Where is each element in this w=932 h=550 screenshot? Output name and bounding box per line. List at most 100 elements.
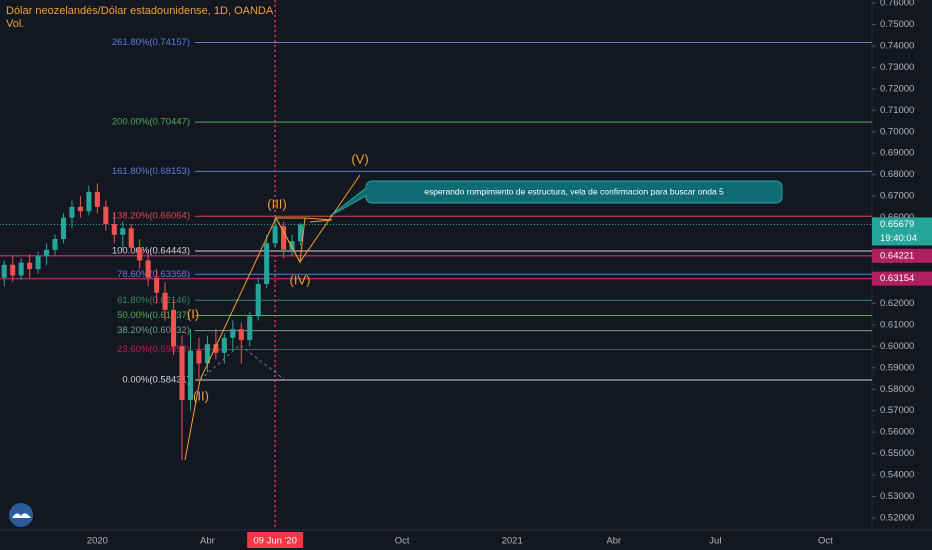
candle-body <box>145 260 151 278</box>
y-tick-label: 0.69000 <box>880 148 914 159</box>
y-tick-label: 0.62000 <box>880 298 914 309</box>
candle-body <box>213 344 219 353</box>
x-tick-label: 2020 <box>87 536 108 547</box>
y-tick-label: 0.59000 <box>880 362 914 373</box>
wave-label: (I) <box>187 306 199 321</box>
candle-body <box>128 228 134 248</box>
candle-body <box>10 264 16 276</box>
x-tick-label: Oct <box>395 536 410 547</box>
candle-body <box>255 284 261 317</box>
candle-body <box>18 262 24 276</box>
x-tick-label: Oct <box>818 536 833 547</box>
y-tick-label: 0.70000 <box>880 126 914 137</box>
candle-body <box>77 206 83 212</box>
candle-body <box>272 226 278 244</box>
y-tick-label: 0.72000 <box>880 83 914 94</box>
candle-body <box>44 249 50 257</box>
volume-label: Vol. <box>6 18 24 30</box>
candle-body <box>137 247 143 261</box>
dashed-line <box>199 344 286 381</box>
last-price-label: 0.65679 <box>880 219 914 230</box>
wave-label: (IV) <box>290 272 311 287</box>
logo <box>9 503 33 527</box>
candle-body <box>86 191 92 212</box>
y-tick-label: 0.75000 <box>880 19 914 30</box>
candle-body <box>204 344 210 364</box>
y-tick-label: 0.52000 <box>880 512 914 523</box>
y-tick-label: 0.54000 <box>880 470 914 481</box>
wave-line <box>304 217 333 223</box>
fib-label: 161.80%(0.68153) <box>112 166 190 177</box>
y-tick-label: 0.73000 <box>880 62 914 73</box>
fib-label: 61.80%(0.62146) <box>117 295 190 306</box>
fib-label: 261.80%(0.74157) <box>112 37 190 48</box>
fib-label: 50.00%(0.61437) <box>117 310 190 321</box>
triangle <box>275 217 306 264</box>
price-tag <box>872 248 932 263</box>
crosshair-tag <box>247 532 304 548</box>
candle-body <box>52 239 58 250</box>
candle-body <box>154 277 160 293</box>
candle-body <box>94 191 100 207</box>
candle-body <box>196 350 202 364</box>
candle-body <box>298 224 304 242</box>
candle-body <box>60 217 67 240</box>
price-tag <box>872 217 932 246</box>
fib-label: 78.60%(0.63358) <box>117 269 190 280</box>
candle-body <box>281 226 287 250</box>
countdown: 19:40:04 <box>880 233 917 244</box>
candle-body <box>289 241 295 250</box>
candle-body <box>221 337 227 353</box>
wave-line <box>184 174 361 461</box>
price-tag-label: 0.64221 <box>880 250 914 261</box>
callout-text: esperando rompimiento de estructura, vel… <box>424 186 724 196</box>
x-tick-label: Abr <box>606 536 621 547</box>
wave-label: (II) <box>193 388 209 403</box>
candle-body <box>27 262 33 270</box>
price-tag-label: 0.63154 <box>880 273 914 284</box>
fib-label: 100.00%(0.64443) <box>112 246 190 257</box>
candle-body <box>171 309 177 347</box>
x-tick-label: Jul <box>709 536 721 547</box>
y-tick-label: 0.58000 <box>880 384 914 395</box>
y-tick-label: 0.60000 <box>880 341 914 352</box>
candle-body <box>238 329 244 340</box>
y-tick-label: 0.71000 <box>880 105 914 116</box>
candle-body <box>35 256 41 270</box>
wave-label: (V) <box>351 151 368 166</box>
y-tick-label: 0.61000 <box>880 319 914 330</box>
candle-body <box>1 264 7 278</box>
y-tick-label: 0.56000 <box>880 427 914 438</box>
x-tick-label: Abr <box>200 536 215 547</box>
chart-title: Dólar neozelandés/Dólar estadounidense, … <box>6 5 274 17</box>
candle-body <box>264 243 270 285</box>
wave-label: (III) <box>267 196 287 211</box>
y-tick-label: 0.68000 <box>880 169 914 180</box>
fib-label: 138.20%(0.66064) <box>112 211 190 222</box>
y-tick-label: 0.76000 <box>880 0 914 9</box>
y-tick-label: 0.55000 <box>880 448 914 459</box>
x-tick-label: 09 Jun '20 <box>253 536 297 547</box>
y-tick-label: 0.67000 <box>880 191 914 202</box>
y-tick-label: 0.57000 <box>880 405 914 416</box>
candle-body <box>187 350 194 400</box>
y-tick-label: 0.53000 <box>880 491 914 502</box>
price-tag <box>872 271 932 286</box>
candle-body <box>247 316 253 340</box>
candle-body <box>103 206 109 225</box>
callout: esperando rompimiento de estructura, vel… <box>329 180 783 217</box>
fib-label: 38.20%(0.60732) <box>117 325 190 336</box>
elliott-lines <box>184 174 361 461</box>
x-tick-label: 2021 <box>502 536 523 547</box>
logo-mark <box>12 513 31 518</box>
fib-label: 200.00%(0.70447) <box>112 117 190 128</box>
fib-label: 0.00%(0.58431) <box>122 375 190 386</box>
callout-box <box>329 180 783 217</box>
candle-body <box>179 346 185 400</box>
candle-body <box>120 228 126 235</box>
candle-body <box>162 292 168 310</box>
y-tick-label: 0.74000 <box>880 40 914 51</box>
logo-circle <box>9 503 33 527</box>
